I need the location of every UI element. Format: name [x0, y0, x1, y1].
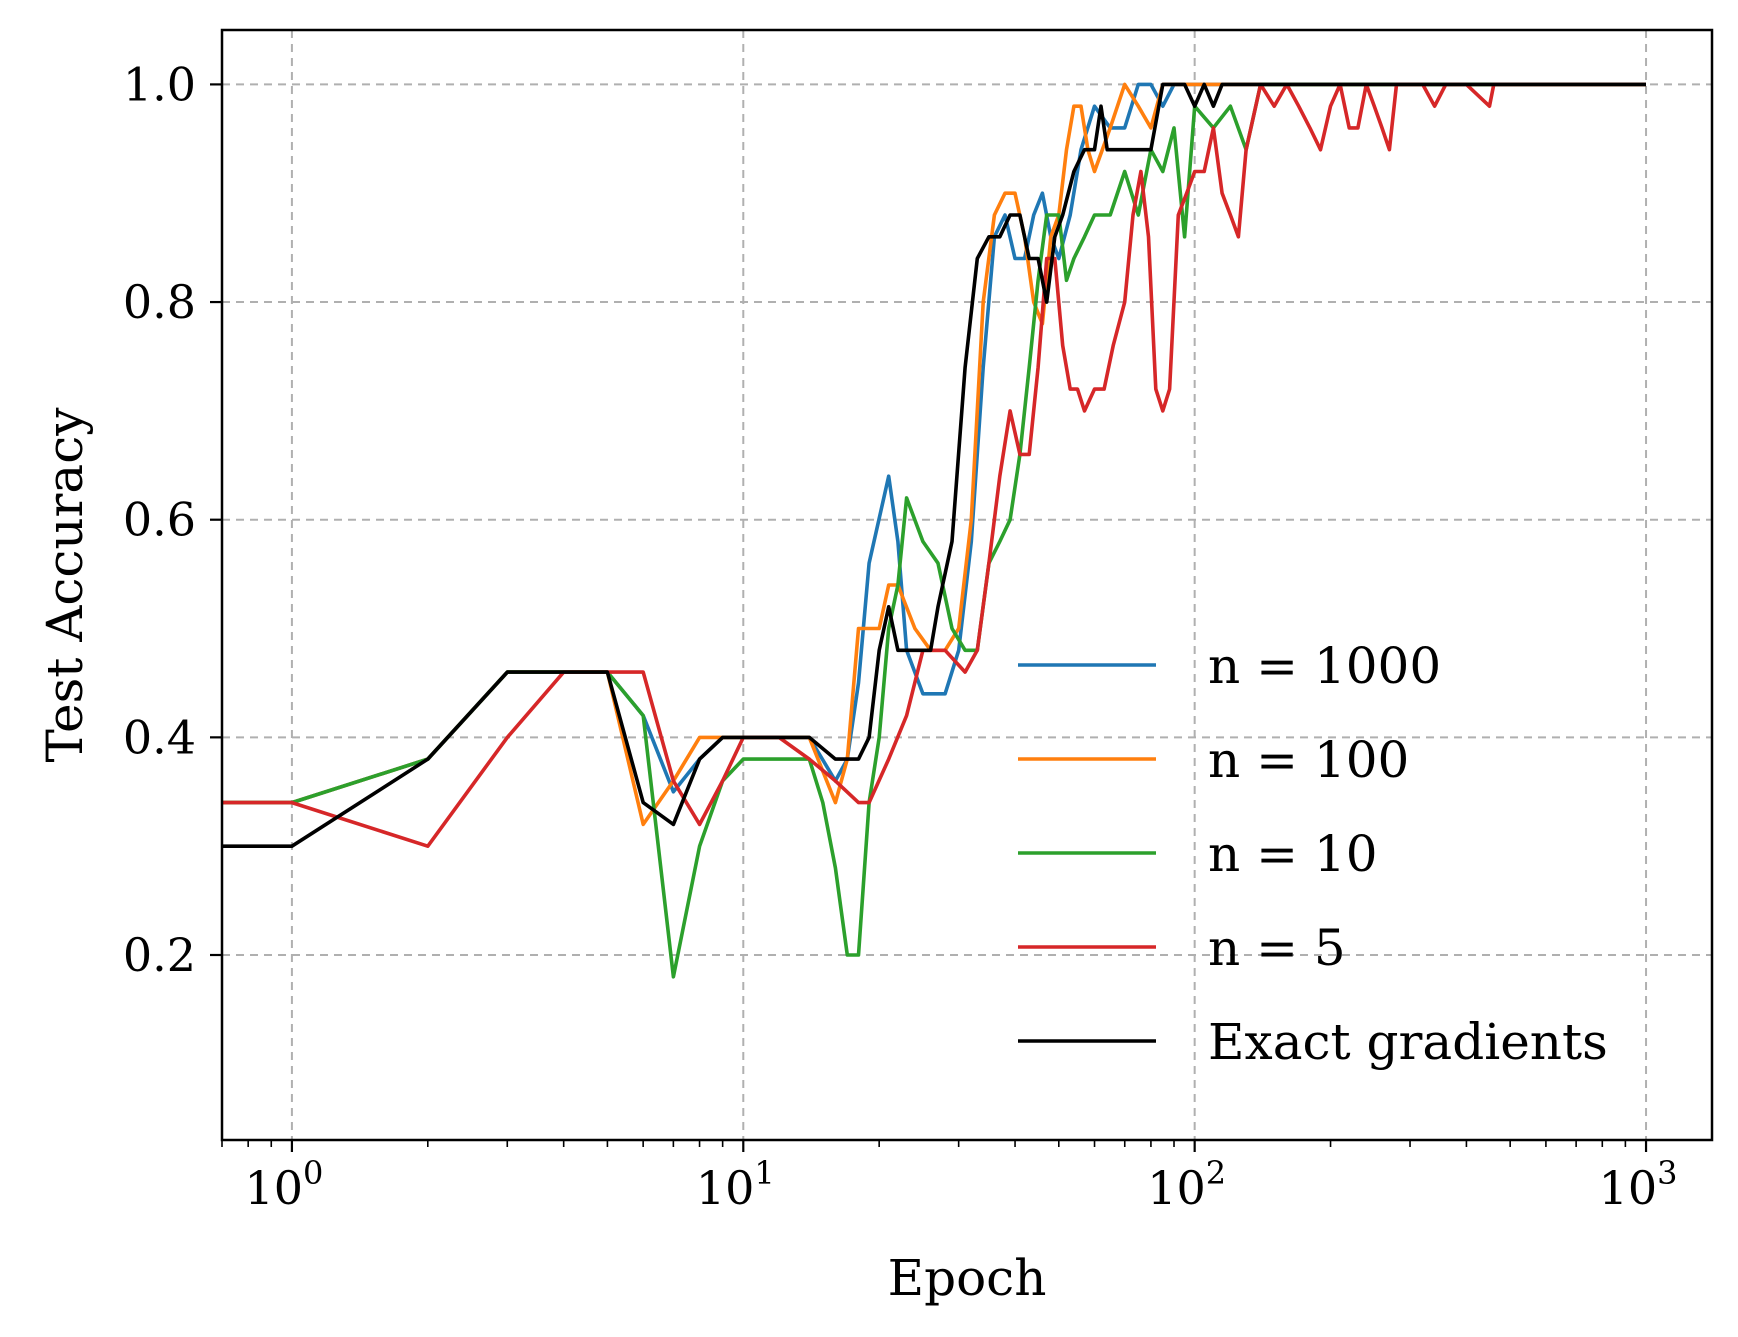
series-line-1: [222, 82, 1646, 827]
x-tick-label: 100: [244, 1154, 323, 1215]
x-axis-label: Epoch: [888, 1249, 1047, 1307]
legend-label: n = 1000: [1208, 637, 1441, 695]
y-axis-label: Test Accuracy: [36, 407, 94, 763]
series-line-3: [222, 82, 1646, 848]
x-tick-label: 103: [1599, 1154, 1678, 1215]
y-tick-label: 0.6: [123, 493, 196, 547]
legend-label: n = 5: [1208, 919, 1346, 977]
y-tick-label: 0.4: [123, 710, 196, 764]
y-tick-label: 1.0: [123, 57, 196, 111]
series-line-4: [222, 82, 1646, 848]
grid: [222, 30, 1712, 1140]
x-tick-label: 101: [696, 1154, 775, 1215]
x-tick-label: 102: [1147, 1154, 1226, 1215]
legend-label: Exact gradients: [1208, 1013, 1608, 1071]
legend: n = 1000 n = 100 n = 10 n = 5 Exact gradient…: [1018, 637, 1608, 1071]
axis-ticks: 100 101 102 103 0.2 0.4 0.6 0.8 1.0: [123, 57, 1678, 1215]
series-group: [222, 82, 1646, 979]
y-tick-label: 0.2: [123, 928, 196, 982]
plot-frame: [220, 28, 1714, 1142]
series-line-2: [222, 82, 1646, 979]
y-tick-label: 0.8: [123, 275, 196, 329]
legend-label: n = 10: [1208, 825, 1378, 883]
legend-label: n = 100: [1208, 731, 1409, 789]
